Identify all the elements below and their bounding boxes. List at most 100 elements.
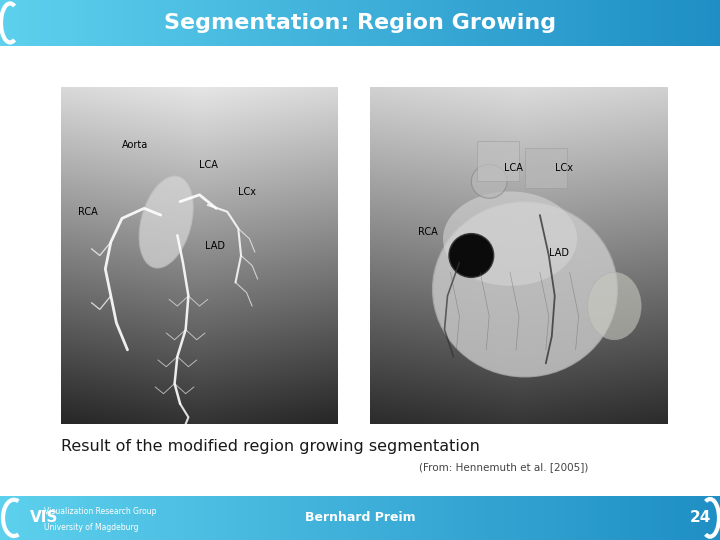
Bar: [245, 496, 249, 540]
Bar: [443, 0, 447, 46]
Bar: [292, 496, 296, 540]
Bar: [590, 0, 595, 46]
Bar: [616, 496, 620, 540]
Bar: [576, 0, 580, 46]
Bar: [536, 496, 541, 540]
Bar: [137, 496, 141, 540]
Bar: [133, 496, 138, 540]
Bar: [295, 0, 300, 46]
Bar: [572, 496, 577, 540]
Bar: [313, 496, 318, 540]
Bar: [518, 0, 523, 46]
Bar: [576, 496, 580, 540]
Bar: [122, 496, 127, 540]
Bar: [209, 0, 213, 46]
Bar: [79, 496, 84, 540]
Text: LCA: LCA: [504, 163, 523, 173]
Bar: [61, 496, 66, 540]
Bar: [151, 496, 156, 540]
Bar: [392, 0, 397, 46]
Bar: [490, 0, 494, 46]
Bar: [407, 0, 411, 46]
Bar: [504, 0, 508, 46]
Bar: [461, 496, 465, 540]
Bar: [104, 0, 109, 46]
Bar: [389, 0, 393, 46]
Bar: [540, 496, 544, 540]
Bar: [68, 0, 73, 46]
Bar: [274, 496, 278, 540]
Bar: [299, 0, 303, 46]
Bar: [634, 496, 638, 540]
Bar: [410, 496, 415, 540]
Bar: [166, 0, 170, 46]
Bar: [569, 0, 573, 46]
Bar: [367, 496, 372, 540]
Bar: [446, 496, 451, 540]
Bar: [61, 0, 66, 46]
Bar: [706, 0, 710, 46]
Bar: [342, 496, 346, 540]
Bar: [590, 496, 595, 540]
Bar: [320, 496, 325, 540]
Bar: [266, 496, 271, 540]
Bar: [349, 0, 354, 46]
Bar: [292, 0, 296, 46]
Bar: [454, 0, 458, 46]
Bar: [4, 496, 8, 540]
Bar: [680, 0, 685, 46]
Bar: [511, 496, 516, 540]
Bar: [374, 0, 379, 46]
Bar: [641, 496, 645, 540]
Bar: [702, 0, 706, 46]
Bar: [252, 496, 256, 540]
Bar: [666, 0, 670, 46]
Bar: [108, 0, 112, 46]
Bar: [598, 496, 602, 540]
Bar: [403, 496, 408, 540]
Bar: [414, 0, 418, 46]
Bar: [479, 496, 483, 540]
Bar: [252, 0, 256, 46]
Bar: [392, 496, 397, 540]
Bar: [439, 0, 444, 46]
Bar: [619, 496, 624, 540]
Bar: [0, 496, 4, 540]
Bar: [299, 496, 303, 540]
Bar: [673, 0, 678, 46]
Text: Segmentation: Region Growing: Segmentation: Region Growing: [164, 13, 556, 33]
Bar: [461, 0, 465, 46]
Bar: [673, 496, 678, 540]
Bar: [677, 0, 681, 46]
Bar: [580, 496, 584, 540]
Bar: [155, 0, 159, 46]
Bar: [54, 496, 58, 540]
Bar: [594, 496, 598, 540]
Bar: [18, 496, 22, 540]
Ellipse shape: [139, 176, 193, 268]
Bar: [410, 0, 415, 46]
Bar: [108, 496, 112, 540]
Bar: [670, 496, 674, 540]
Bar: [662, 496, 667, 540]
Bar: [425, 496, 429, 540]
Bar: [403, 0, 408, 46]
Bar: [490, 496, 494, 540]
Bar: [619, 0, 624, 46]
Bar: [472, 496, 476, 540]
Bar: [32, 0, 37, 46]
Bar: [184, 496, 188, 540]
Bar: [191, 0, 195, 46]
Bar: [644, 496, 649, 540]
Bar: [504, 496, 508, 540]
Bar: [680, 496, 685, 540]
Text: Visualization Research Group: Visualization Research Group: [44, 507, 156, 516]
Bar: [119, 496, 123, 540]
Bar: [220, 496, 224, 540]
Bar: [662, 0, 667, 46]
Bar: [688, 496, 692, 540]
Bar: [659, 0, 663, 46]
Text: LAD: LAD: [549, 247, 569, 258]
Bar: [479, 0, 483, 46]
Bar: [583, 496, 588, 540]
